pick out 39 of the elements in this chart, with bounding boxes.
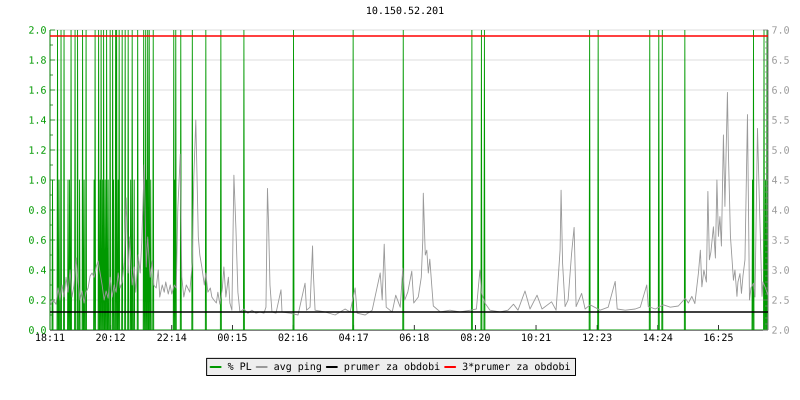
- y2-tick-label: 2.0: [772, 326, 789, 334]
- y-tick-label: 0.2: [29, 296, 46, 304]
- y2-tick-label: 6.5: [772, 56, 789, 64]
- y2-tick-label: 4.0: [772, 206, 789, 214]
- y2-tick-label: 6.0: [772, 86, 789, 94]
- legend-label: % PL: [228, 362, 252, 370]
- y-tick-label: 2.0: [29, 26, 46, 34]
- y2-tick-label: 3.0: [772, 266, 789, 274]
- y-tick-label: 1.8: [30, 56, 46, 64]
- y2-tick-label: 2.5: [772, 296, 789, 304]
- y-tick-label: 1.2: [30, 146, 46, 154]
- x-tick-label: 20:12: [96, 334, 125, 342]
- y-tick-label: 1.4: [30, 116, 46, 124]
- x-tick-label: 00:15: [218, 334, 247, 342]
- y2-tick-label: 5.0: [772, 146, 789, 154]
- y-tick-label: 0.0: [29, 326, 46, 334]
- legend-label: 3*prumer za obdobi: [462, 362, 570, 372]
- x-tick-label: 10:21: [522, 334, 550, 342]
- legend-label: prumer za obdobi: [344, 362, 440, 372]
- x-tick-label: 12:23: [583, 334, 612, 342]
- x-tick-label: 08:20: [461, 334, 490, 342]
- x-tick-label: 16:25: [704, 334, 733, 342]
- y-tick-label: 1.6: [30, 86, 46, 94]
- y-tick-label: 0.6: [29, 236, 46, 244]
- x-tick-label: 14:24: [644, 334, 672, 341]
- y-tick-label: 0.8: [29, 206, 46, 214]
- y-tick-label: 0.4: [29, 266, 46, 274]
- chart-title: 10.150.52.201: [367, 6, 444, 14]
- x-tick-label: 18:11: [36, 334, 64, 342]
- x-tick-label: 22:14: [157, 334, 186, 341]
- y2-tick-label: 3.5: [772, 236, 789, 244]
- y2-tick-label: 5.5: [772, 116, 789, 124]
- x-tick-label: 04:17: [339, 334, 368, 342]
- legend-label: avg ping: [274, 362, 321, 372]
- y2-tick-label: 7.0: [772, 26, 789, 34]
- y2-tick-label: 4.5: [772, 176, 789, 184]
- y-tick-label: 1.0: [30, 176, 46, 184]
- x-tick-label: 02:16: [278, 334, 308, 342]
- x-tick-label: 06:18: [400, 334, 429, 342]
